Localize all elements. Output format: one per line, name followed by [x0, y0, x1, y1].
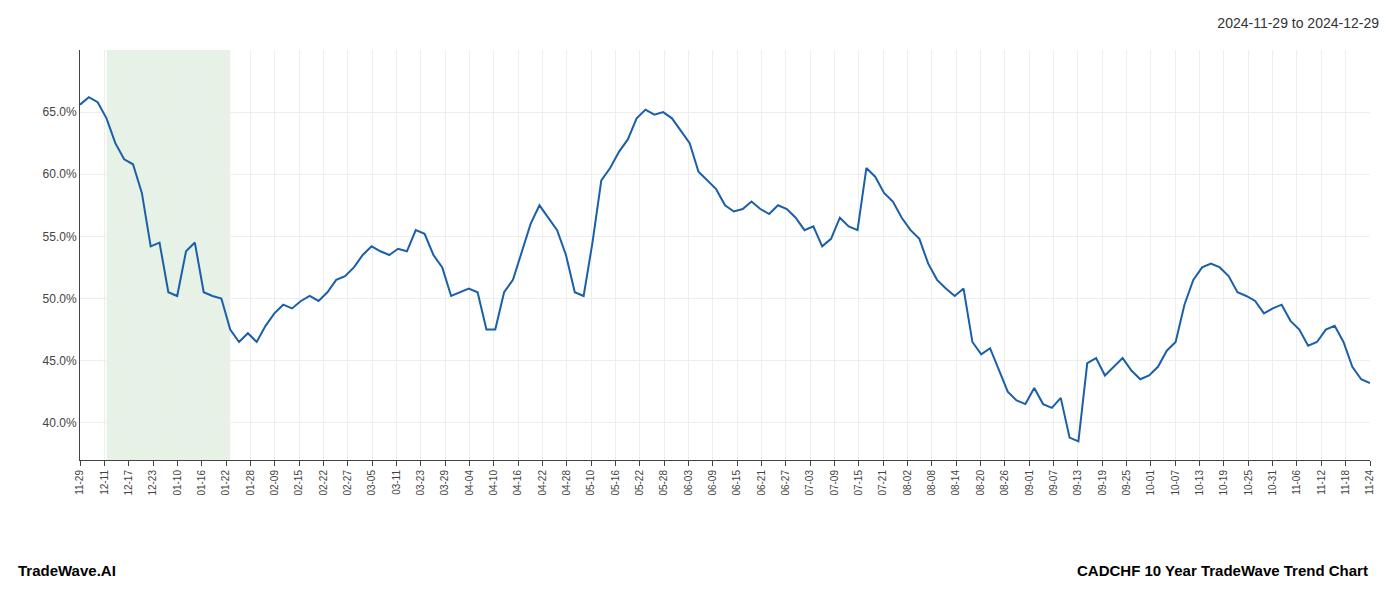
- svg-text:04-10: 04-10: [488, 470, 499, 496]
- svg-text:02-22: 02-22: [318, 470, 329, 496]
- svg-text:11-06: 11-06: [1291, 470, 1302, 495]
- svg-text:09-07: 09-07: [1048, 470, 1059, 496]
- svg-text:08-08: 08-08: [926, 470, 937, 496]
- svg-text:07-03: 07-03: [804, 470, 815, 496]
- svg-text:09-13: 09-13: [1072, 470, 1083, 496]
- svg-text:10-31: 10-31: [1267, 470, 1278, 496]
- svg-text:03-11: 03-11: [391, 470, 402, 495]
- svg-text:65.0%: 65.0%: [43, 105, 77, 119]
- svg-text:06-09: 06-09: [707, 470, 718, 496]
- svg-text:12-23: 12-23: [147, 470, 158, 496]
- svg-text:02-09: 02-09: [269, 470, 280, 496]
- svg-text:04-04: 04-04: [464, 470, 475, 496]
- svg-text:05-16: 05-16: [610, 470, 621, 496]
- svg-text:03-29: 03-29: [439, 470, 450, 496]
- svg-text:45.0%: 45.0%: [43, 354, 77, 368]
- svg-text:05-22: 05-22: [634, 470, 645, 496]
- svg-text:06-15: 06-15: [731, 470, 742, 496]
- svg-text:10-13: 10-13: [1194, 470, 1205, 496]
- svg-text:07-15: 07-15: [853, 470, 864, 496]
- svg-text:11-29: 11-29: [74, 470, 85, 495]
- svg-text:08-14: 08-14: [950, 470, 961, 496]
- svg-text:05-10: 05-10: [585, 470, 596, 496]
- svg-text:06-03: 06-03: [683, 470, 694, 496]
- svg-text:05-28: 05-28: [658, 470, 669, 496]
- svg-text:TradeWave.AI: TradeWave.AI: [18, 562, 116, 579]
- svg-text:01-22: 01-22: [220, 470, 231, 496]
- svg-text:04-28: 04-28: [561, 470, 572, 496]
- svg-text:09-01: 09-01: [1024, 470, 1035, 496]
- svg-text:01-16: 01-16: [196, 470, 207, 496]
- svg-text:11-24: 11-24: [1364, 470, 1375, 495]
- svg-text:08-20: 08-20: [975, 470, 986, 496]
- svg-text:09-25: 09-25: [1121, 470, 1132, 496]
- svg-text:12-17: 12-17: [123, 470, 134, 496]
- svg-text:12-11: 12-11: [99, 470, 110, 495]
- svg-text:02-27: 02-27: [342, 470, 353, 496]
- svg-text:03-05: 03-05: [366, 470, 377, 496]
- svg-text:06-21: 06-21: [756, 470, 767, 496]
- svg-text:50.0%: 50.0%: [43, 292, 77, 306]
- svg-text:02-15: 02-15: [293, 470, 304, 496]
- svg-text:06-27: 06-27: [780, 470, 791, 496]
- svg-text:11-18: 11-18: [1340, 470, 1351, 495]
- svg-text:55.0%: 55.0%: [43, 230, 77, 244]
- svg-text:08-02: 08-02: [902, 470, 913, 496]
- svg-text:04-16: 04-16: [512, 470, 523, 496]
- svg-text:60.0%: 60.0%: [43, 167, 77, 181]
- svg-text:07-09: 07-09: [829, 470, 840, 496]
- svg-text:10-25: 10-25: [1243, 470, 1254, 496]
- svg-text:2024-11-29 to 2024-12-29: 2024-11-29 to 2024-12-29: [1217, 15, 1379, 31]
- svg-text:04-22: 04-22: [537, 470, 548, 496]
- svg-text:10-19: 10-19: [1218, 470, 1229, 496]
- svg-text:09-19: 09-19: [1097, 470, 1108, 496]
- svg-text:08-26: 08-26: [999, 470, 1010, 496]
- svg-text:07-21: 07-21: [877, 470, 888, 496]
- svg-text:01-28: 01-28: [245, 470, 256, 496]
- svg-text:40.0%: 40.0%: [43, 416, 77, 430]
- svg-text:10-01: 10-01: [1145, 470, 1156, 496]
- svg-text:11-12: 11-12: [1316, 470, 1327, 495]
- svg-text:CADCHF 10 Year TradeWave Trend: CADCHF 10 Year TradeWave Trend Chart: [1077, 562, 1368, 579]
- svg-text:03-23: 03-23: [415, 470, 426, 496]
- svg-text:10-07: 10-07: [1170, 470, 1181, 496]
- svg-text:01-10: 01-10: [172, 470, 183, 496]
